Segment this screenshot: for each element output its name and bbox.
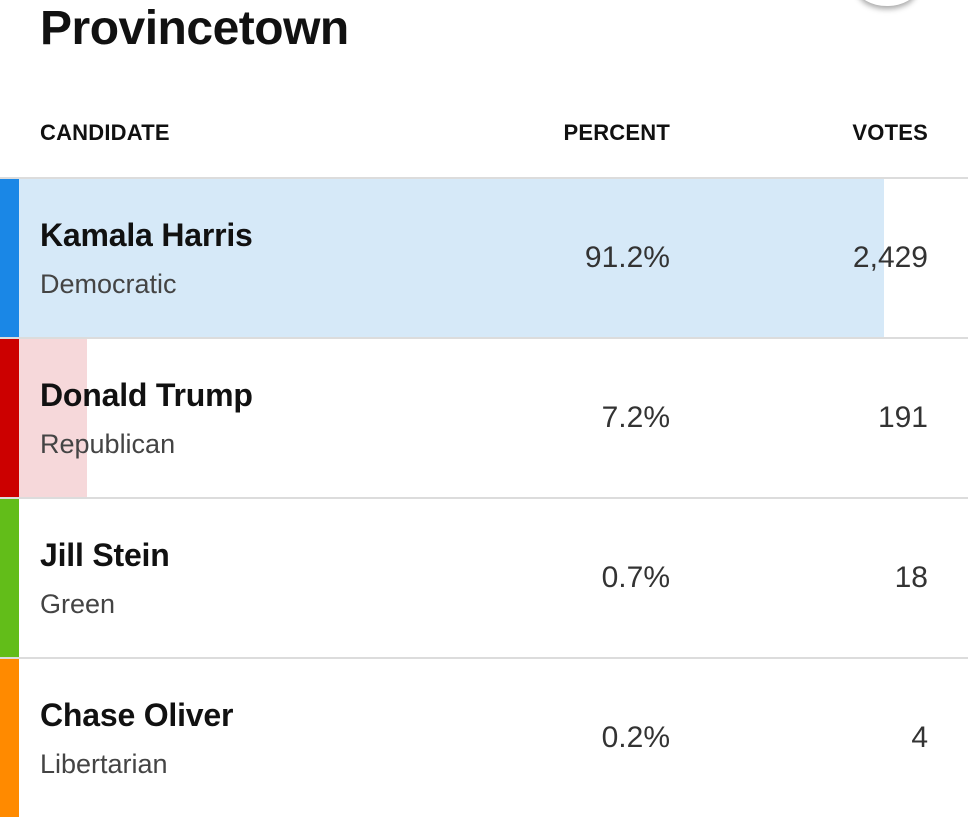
- table-header: CANDIDATE PERCENT VOTES: [0, 110, 968, 158]
- candidate-percent: 0.7%: [601, 561, 670, 594]
- column-header-percent: PERCENT: [563, 120, 670, 145]
- candidate-votes: 18: [894, 561, 928, 594]
- party-color-stripe: [0, 339, 19, 497]
- candidate-row[interactable]: Donald Trump Republican 7.2% 191: [0, 337, 968, 497]
- candidate-row[interactable]: Jill Stein Green 0.7% 18: [0, 497, 968, 657]
- candidate-name: Donald Trump: [40, 377, 253, 413]
- corner-round-button[interactable]: [858, 0, 916, 6]
- candidate-name: Kamala Harris: [40, 217, 253, 253]
- candidate-votes: 4: [911, 721, 928, 754]
- candidate-percent: 7.2%: [601, 401, 670, 434]
- column-header-votes: VOTES: [852, 120, 928, 145]
- candidate-row[interactable]: Chase Oliver Libertarian 0.2% 4: [0, 657, 968, 817]
- page-title: Provincetown: [40, 2, 349, 55]
- candidate-party: Green: [40, 589, 116, 619]
- vote-share-bar: [19, 339, 87, 497]
- party-color-stripe: [0, 499, 19, 657]
- party-color-stripe: [0, 659, 19, 817]
- candidate-row[interactable]: Kamala Harris Democratic 91.2% 2,429: [0, 177, 968, 337]
- candidate-party: Republican: [40, 429, 176, 459]
- candidate-party: Democratic: [40, 269, 177, 299]
- candidate-votes: 191: [877, 401, 928, 434]
- party-color-stripe: [0, 179, 19, 337]
- vote-share-bar: [19, 499, 26, 657]
- vote-share-bar: [19, 179, 884, 337]
- results-table: Kamala Harris Democratic 91.2% 2,429 Don…: [0, 177, 968, 817]
- candidate-name: Chase Oliver: [40, 697, 234, 733]
- column-header-candidate: CANDIDATE: [40, 120, 170, 145]
- candidate-votes: 2,429: [852, 241, 928, 274]
- candidate-party: Libertarian: [40, 749, 168, 779]
- candidate-name: Jill Stein: [40, 537, 170, 573]
- vote-share-bar: [19, 659, 21, 817]
- candidate-percent: 0.2%: [601, 721, 670, 754]
- candidate-percent: 91.2%: [584, 241, 670, 274]
